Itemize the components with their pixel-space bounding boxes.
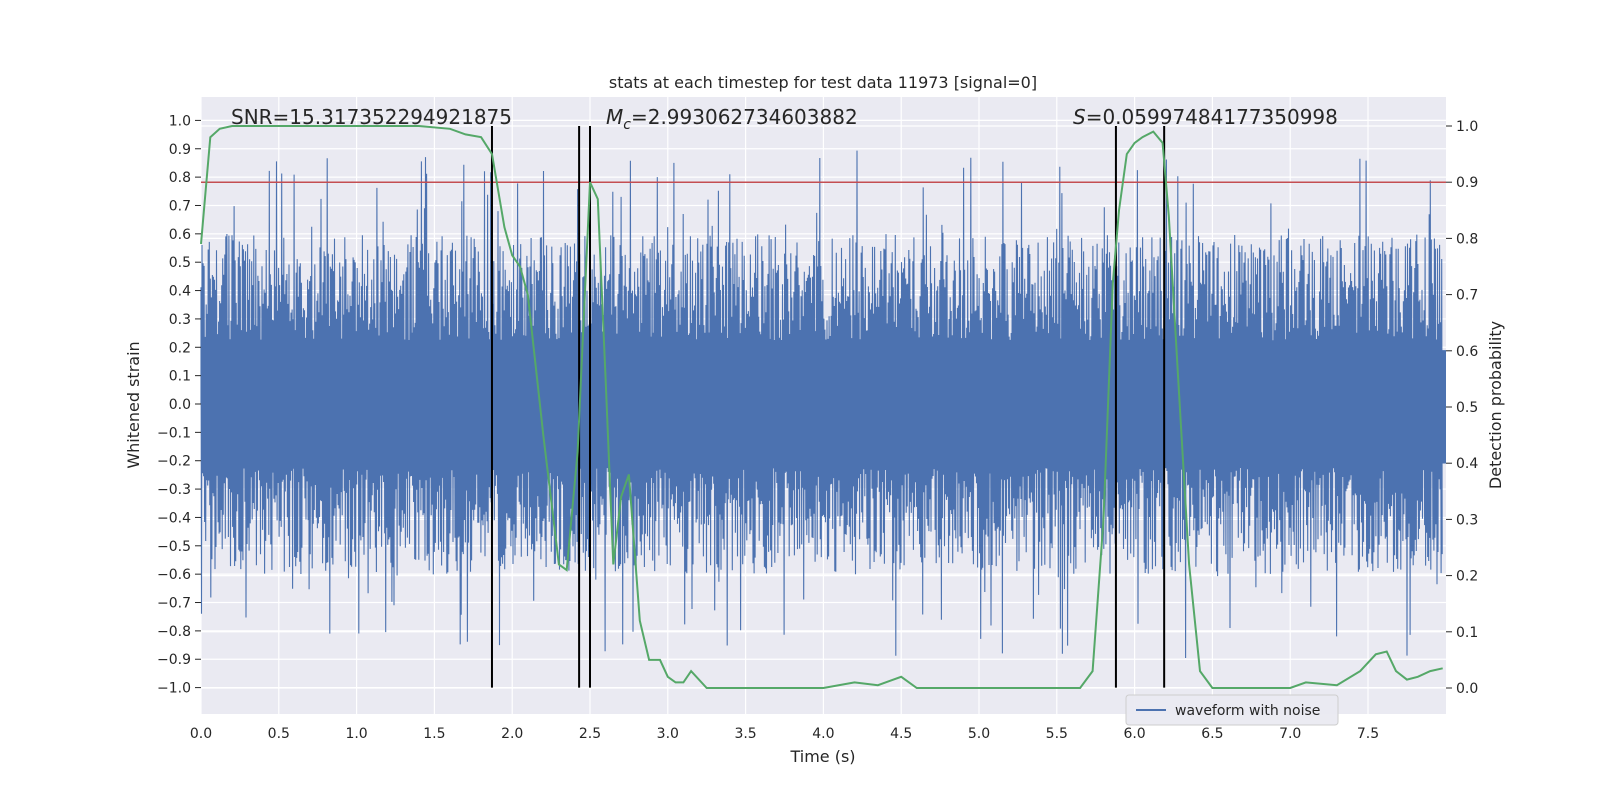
y-tick-label: −0.7 [157, 596, 191, 612]
y2-tick-label: 0.0 [1456, 681, 1478, 697]
x-tick-label: 0.0 [190, 726, 212, 742]
y-tick-label: 1.0 [169, 113, 191, 129]
y-tick-label: 0.4 [169, 284, 191, 300]
y2-tick-label: 0.4 [1456, 456, 1478, 472]
y2-tick-labels: 1.0 0.9 0.8 0.7 0.6 0.5 0.4 0.3 0.2 0.1 0.0 [1446, 119, 1478, 697]
y2-tick-label: 0.5 [1456, 400, 1478, 416]
y-tick-label: 0.8 [169, 170, 191, 186]
x-tick-label: 3.5 [734, 726, 756, 742]
legend: waveform with noise [1125, 694, 1339, 726]
y-tick-label: −0.1 [157, 425, 191, 441]
waveform-series [200, 150, 1446, 659]
y-tick-label: 0.7 [169, 198, 191, 214]
y-tick-label: 0.1 [169, 369, 191, 385]
x-tick-label: 4.0 [812, 726, 834, 742]
y-axis-label: Whitened strain [124, 341, 143, 468]
x-tick-label: 0.5 [268, 726, 290, 742]
y-tick-label: 0.0 [169, 397, 191, 413]
y-tick-label: 0.5 [169, 255, 191, 271]
chart-title: stats at each timestep for test data 119… [609, 73, 1037, 92]
x-tick-label: 2.5 [579, 726, 601, 742]
legend-box [1125, 694, 1339, 726]
y2-tick-label: 0.1 [1456, 625, 1478, 641]
s-value: =0.059974841773509​98 [1086, 105, 1338, 129]
x-tick-label: 1.5 [423, 726, 445, 742]
y-tick-label: −0.5 [157, 539, 191, 555]
x-tick-label: 6.5 [1201, 726, 1223, 742]
y-tick-label: −1.0 [157, 681, 191, 697]
y2-tick-label: 0.2 [1456, 569, 1478, 585]
y-tick-label: 0.6 [169, 227, 191, 243]
y-tick-label: 0.2 [169, 340, 191, 356]
legend-label: waveform with noise [1175, 703, 1320, 719]
y-tick-label: −0.3 [157, 482, 191, 498]
y2-tick-label: 0.7 [1456, 288, 1478, 304]
y-tick-label: 0.3 [169, 312, 191, 328]
x-tick-labels: 0.0 0.5 1.0 1.5 2.0 2.5 3.0 3.5 4.0 4.5 5.0 5.5 6.0 6… [190, 726, 1379, 742]
x-axis-label: Time (s) [789, 747, 855, 766]
x-tick-label: 1.0 [345, 726, 367, 742]
y-tick-label: −0.8 [157, 624, 191, 640]
probability-series [200, 125, 1443, 689]
x-tick-label: 3.0 [657, 726, 679, 742]
y-tick-label: −0.6 [157, 567, 191, 583]
mc-symbol: M [606, 105, 623, 129]
y-tick-label: −0.9 [157, 652, 191, 668]
y2-tick-label: 0.8 [1456, 231, 1478, 247]
x-tick-label: 5.5 [1046, 726, 1068, 742]
x-tick-label: 7.5 [1357, 726, 1379, 742]
waveform-line [200, 150, 1443, 659]
mc-subscript: c [623, 117, 631, 133]
y-tick-label: −0.2 [157, 454, 191, 470]
y2-tick-label: 0.3 [1456, 512, 1478, 528]
s-annotation: S=0.059974841773509​98 [1073, 105, 1338, 129]
y-tick-label: −0.4 [157, 510, 191, 526]
y-tick-labels: 1.0 0.9 0.8 0.7 0.6 0.5 0.4 0.3 0.2 0.1 0.0 −0.1 −0.… [157, 113, 201, 697]
mc-annotation: Mc=2.993062734603882 [606, 105, 858, 133]
snr-annotation: SNR=15.317352294921875 [231, 105, 512, 129]
x-tick-label: 6.0 [1123, 726, 1145, 742]
y2-tick-label: 0.6 [1456, 344, 1478, 360]
mc-value: =2.993062734603882 [631, 105, 858, 129]
probability-line [200, 125, 1443, 689]
x-tick-label: 2.0 [501, 726, 523, 742]
y2-tick-label: 0.9 [1456, 175, 1478, 191]
y2-axis-label: Detection probability [1486, 321, 1505, 489]
s-symbol: S [1073, 105, 1086, 129]
x-tick-label: 4.5 [890, 726, 912, 742]
x-tick-label: 5.0 [968, 726, 990, 742]
y-tick-label: 0.9 [169, 142, 191, 158]
y2-tick-label: 1.0 [1456, 119, 1478, 135]
x-tick-label: 7.0 [1279, 726, 1301, 742]
